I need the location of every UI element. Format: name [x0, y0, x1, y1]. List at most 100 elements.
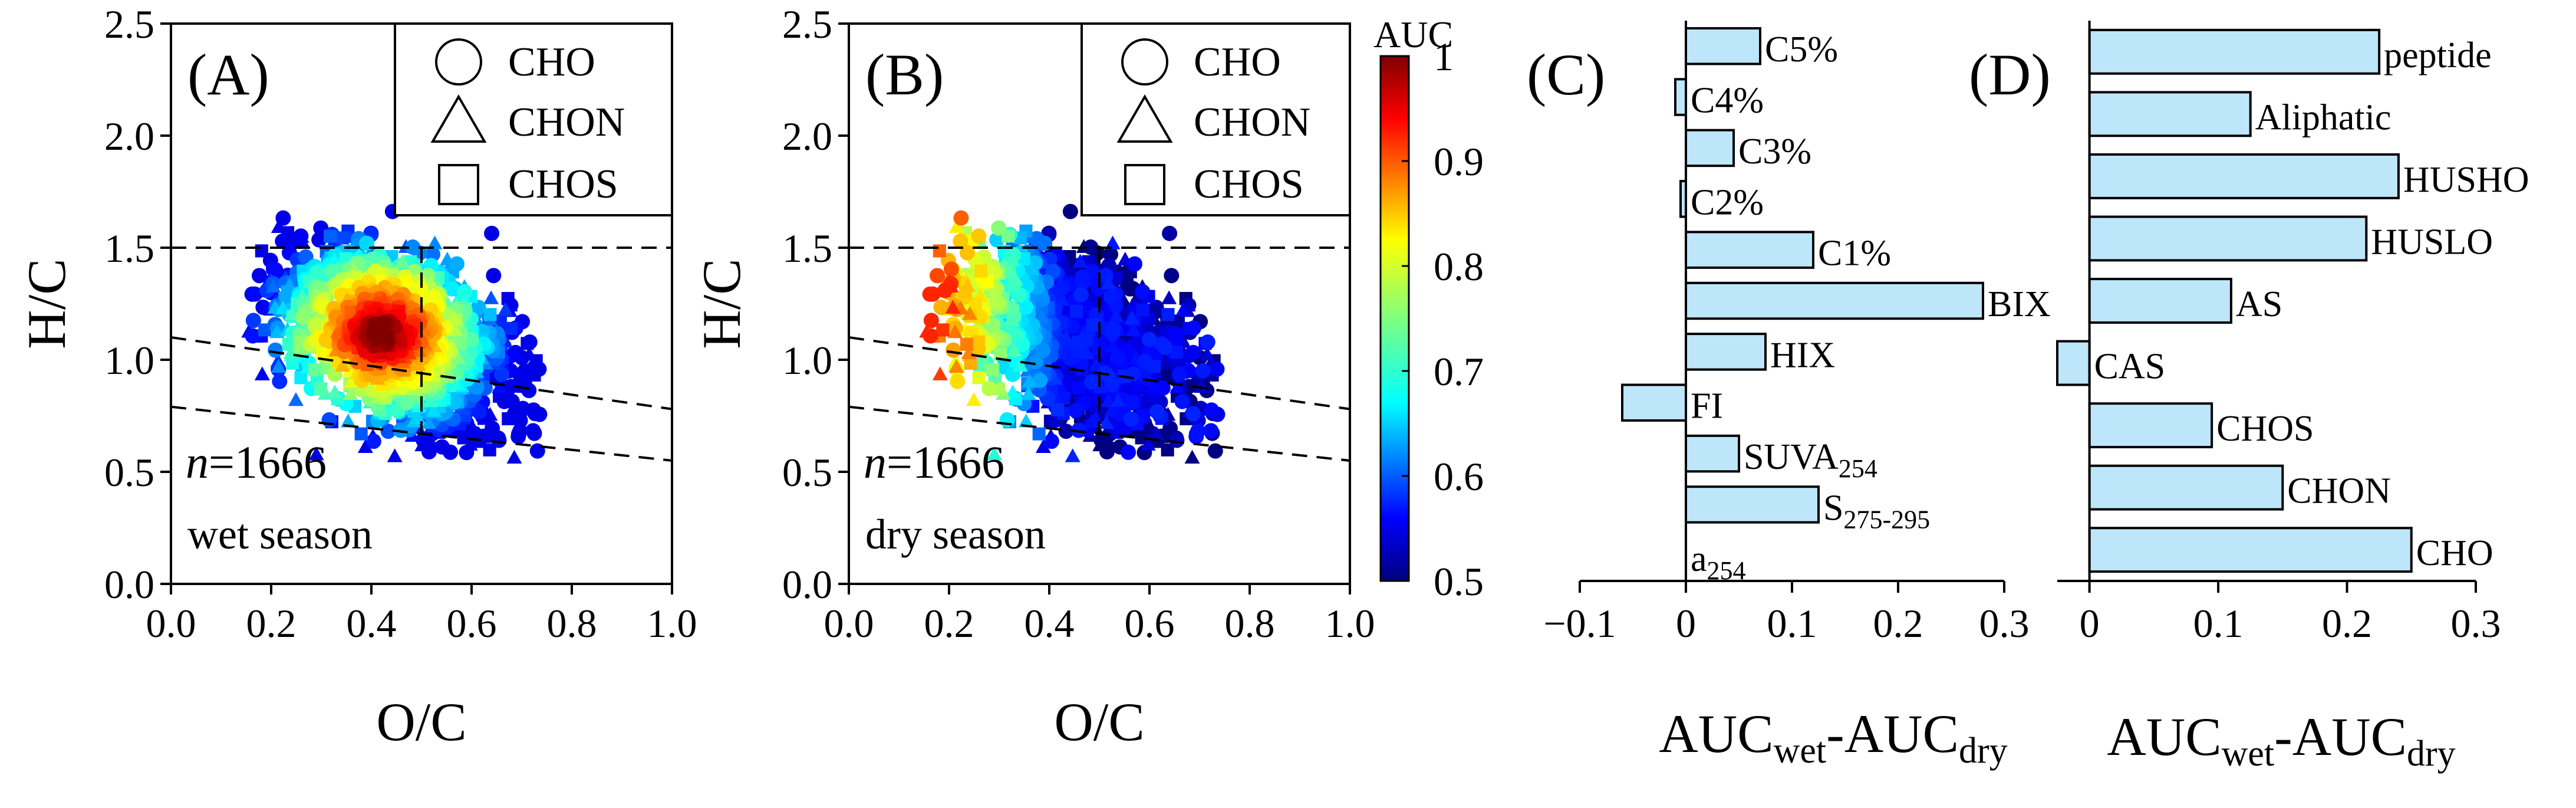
x-tick-label: −0.1 [1543, 601, 1616, 646]
data-point [449, 256, 465, 272]
data-point [1105, 235, 1121, 249]
data-point [370, 321, 384, 334]
bar [1685, 231, 1814, 269]
data-point [365, 433, 381, 449]
data-point [483, 290, 499, 304]
data-point [1185, 406, 1201, 422]
bar-label: C3% [1738, 132, 1811, 172]
n-value: =1666 [887, 436, 1004, 488]
legend-label-chon: CHON [508, 100, 625, 145]
x-tick-label: 0.3 [1979, 601, 2030, 646]
bar-label: C2% [1691, 182, 1764, 222]
data-point [380, 423, 396, 439]
data-point [272, 373, 288, 389]
n-value: =1666 [209, 436, 327, 488]
data-point [1148, 426, 1164, 441]
data-point [427, 235, 443, 249]
data-point [327, 385, 343, 399]
xlabel-sub2: dry [1959, 731, 2008, 771]
data-point [946, 342, 961, 358]
data-point [1149, 404, 1165, 420]
data-point [960, 337, 973, 351]
y-tick-label: 0.0 [782, 562, 832, 607]
data-point [1185, 320, 1201, 336]
panel-c: C5%C4%C3%C2%C1%BIXHIXFISUVA254S275-295a2… [1527, 21, 2051, 771]
data-point [1164, 268, 1180, 284]
data-point [467, 426, 483, 442]
n-italic: n [186, 436, 209, 488]
data-point [1174, 393, 1190, 409]
axis-ticks-a: 0.0 0.2 0.4 0.6 0.8 1.0 0.0 0.5 1.0 1.5 2.0 2.5 [104, 2, 697, 646]
data-point [321, 412, 337, 428]
bar [1685, 129, 1735, 167]
data-point [1008, 272, 1024, 286]
legend-b: CHO CHON CHOS [1081, 22, 1351, 216]
reference-line [171, 336, 672, 410]
colorbar-title: AUC [1373, 14, 1453, 55]
data-point [525, 423, 541, 439]
bar [1685, 333, 1767, 371]
bar-label: Aliphatic [2255, 97, 2391, 137]
data-point [1148, 360, 1161, 373]
bar-label: AS [2236, 284, 2282, 324]
bar-label-sub: 275-295 [1843, 505, 1930, 534]
season-label-b: dry season [865, 511, 1046, 558]
reference-line [849, 336, 1350, 410]
bar [2088, 464, 2284, 511]
data-point [1104, 338, 1120, 352]
legend-a: CHO CHON CHOS [394, 22, 673, 216]
data-point [483, 308, 497, 321]
legend-label-cho: CHO [508, 40, 595, 85]
data-point [483, 443, 496, 456]
x-tick-label: 0.6 [1125, 601, 1175, 646]
data-point [268, 342, 284, 358]
xlabel-mid: -AUC [1826, 704, 1959, 764]
x-tick-label: 0.1 [1767, 601, 1817, 646]
data-point [1099, 415, 1115, 429]
data-point [481, 428, 497, 444]
bar-label: a254 [1691, 539, 1746, 585]
bars-d: peptide Aliphatic HUSHO HUSLO AS CAS CHOS CHON C… [2056, 28, 2529, 573]
xlabel-sub1: wet [1774, 731, 1827, 771]
data-point [985, 317, 1001, 333]
data-point [1125, 322, 1141, 337]
data-point [1122, 281, 1138, 297]
data-point [1140, 436, 1156, 451]
data-point [1161, 443, 1174, 456]
xlabel-mid: -AUC [2274, 707, 2407, 767]
colorbar-tick-label: 0.8 [1434, 244, 1484, 289]
data-point [1105, 323, 1121, 339]
legend-label-chos: CHOS [1194, 162, 1304, 207]
panel-label-d: (D) [1969, 42, 2051, 107]
data-point [950, 373, 966, 389]
data-point [318, 331, 334, 347]
data-point [486, 268, 502, 284]
data-point [1167, 326, 1183, 341]
data-point [340, 413, 356, 428]
data-point [1032, 427, 1046, 441]
bar-label: peptide [2384, 35, 2492, 75]
data-point [1072, 335, 1085, 349]
x-tick-label: 0.0 [824, 601, 874, 646]
data-point [254, 366, 270, 380]
data-point [1170, 379, 1185, 393]
data-point [1185, 344, 1201, 360]
colorbar-tick-label: 0.5 [1434, 559, 1484, 604]
data-point [1171, 314, 1185, 328]
data-point [1121, 444, 1137, 460]
data-point [1075, 274, 1091, 290]
data-point [1013, 357, 1029, 372]
y-tick-label: 1.0 [782, 338, 832, 383]
colorbar-tick-label: 0.6 [1434, 454, 1484, 499]
bar [2088, 215, 2368, 262]
data-point [1103, 368, 1119, 382]
data-point [1110, 393, 1126, 407]
data-point [1006, 342, 1022, 357]
bar-label: C1% [1818, 234, 1891, 274]
bar [2056, 340, 2091, 386]
x-tick-label: 1.0 [647, 601, 697, 646]
legend-circle-icon [1121, 38, 1168, 86]
data-point [1123, 411, 1139, 427]
data-point [498, 302, 513, 316]
data-point [947, 324, 963, 339]
